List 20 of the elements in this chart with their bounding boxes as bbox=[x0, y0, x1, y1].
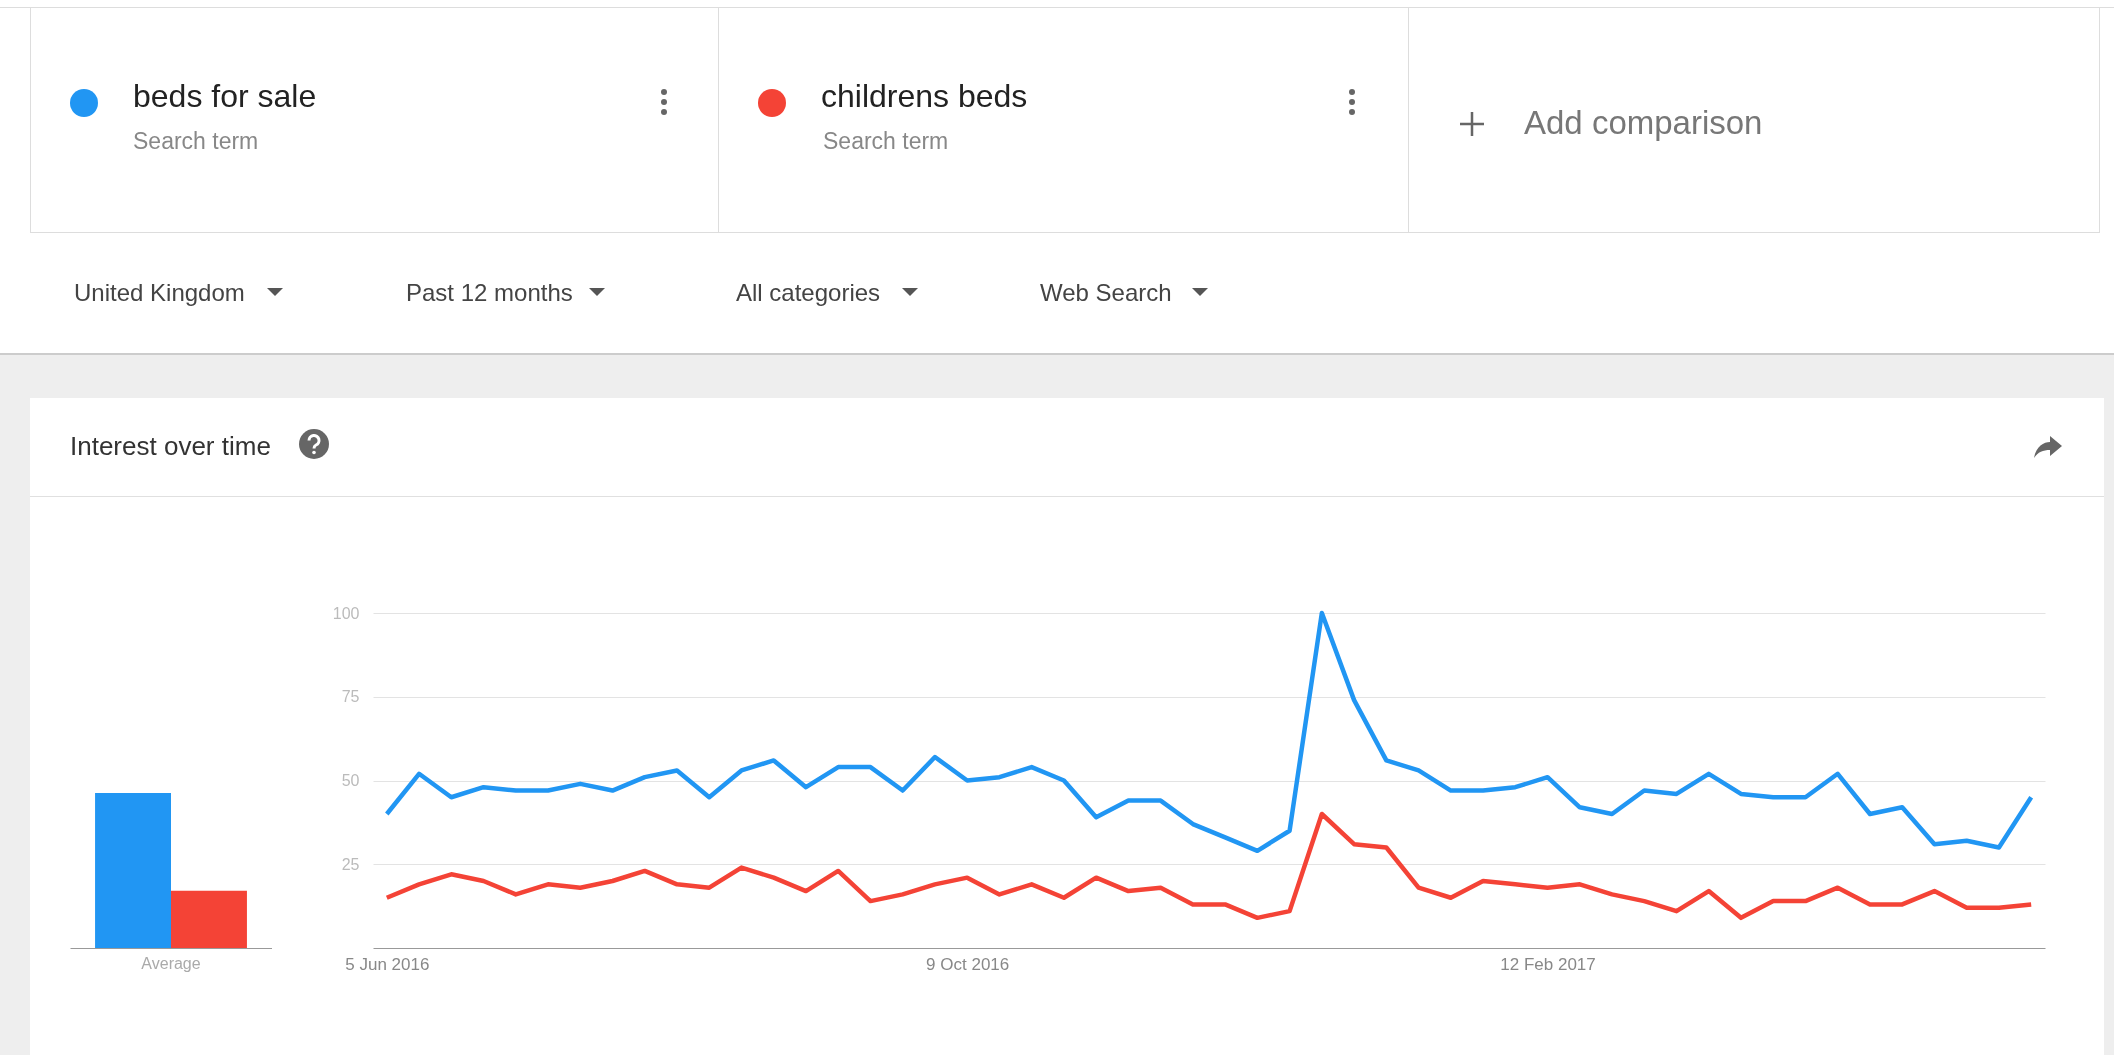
chart-title: Interest over time bbox=[70, 431, 271, 462]
text: Search term bbox=[823, 128, 949, 155]
legend-label: beds for sale bbox=[133, 78, 317, 115]
legend-label: childrens beds bbox=[821, 78, 1028, 115]
line-series bbox=[384, 811, 2034, 921]
text: Average bbox=[140, 955, 202, 973]
x-tick-label: 12 Feb 2017 bbox=[1500, 954, 1596, 974]
x-tick-label: 5 Jun 2016 bbox=[345, 954, 430, 974]
x-tick-label: 9 Oct 2016 bbox=[926, 954, 1010, 974]
y-tick-label: 25 bbox=[341, 855, 360, 873]
line-series bbox=[384, 610, 2034, 854]
text: United Kingdom bbox=[74, 279, 245, 307]
text: Web Search bbox=[1040, 279, 1172, 307]
y-tick-label: 100 bbox=[332, 604, 360, 622]
text: Past 12 months bbox=[406, 279, 573, 307]
y-tick-label: 50 bbox=[341, 772, 360, 789]
text: All categories bbox=[736, 279, 881, 307]
text: Search term bbox=[133, 128, 259, 155]
y-tick-label: 75 bbox=[341, 688, 360, 706]
text: Add comparison bbox=[1524, 104, 1763, 142]
